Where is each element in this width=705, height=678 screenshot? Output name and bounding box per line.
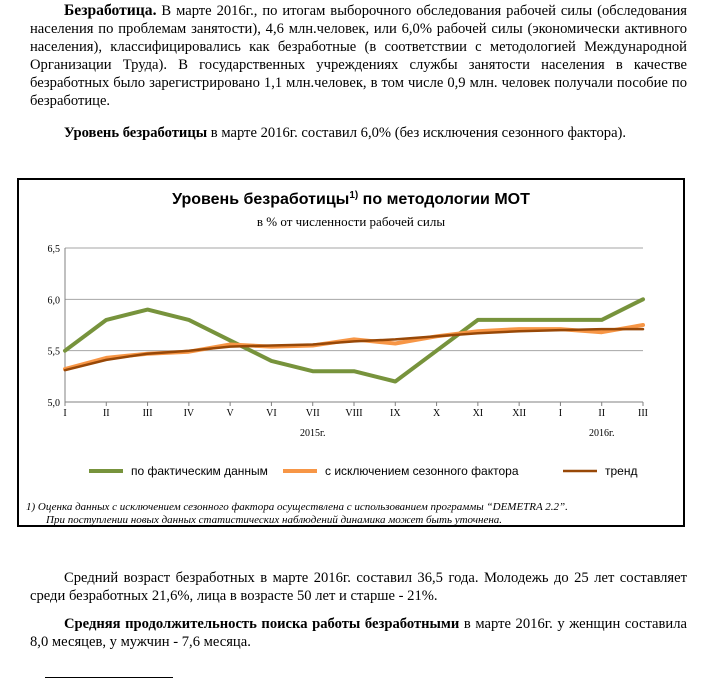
paragraph-job-search-duration: Средняя продолжительность поиска работы … xyxy=(30,615,687,651)
y-tick-label: 6,5 xyxy=(48,244,61,255)
x-tick-label: XI xyxy=(473,408,484,419)
chart-footnote: 1) Оценка данных с исключением сезонного… xyxy=(26,501,676,527)
x-tick-label: IV xyxy=(184,408,195,419)
x-tick-label: I xyxy=(559,408,562,419)
footnote-line: При поступлении новых данных статистичес… xyxy=(46,514,503,526)
legend-label: по фактическим данным xyxy=(131,464,268,478)
paragraph-body: Средний возраст безработных в марте 2016… xyxy=(30,570,687,604)
y-tick-label: 6,0 xyxy=(48,295,61,306)
paragraph-body: в марте 2016г. составил 6,0% (без исключ… xyxy=(207,125,627,141)
series-line xyxy=(63,323,645,372)
paragraph-lead: Уровень безработицы xyxy=(64,125,208,141)
paragraph-lead: Безработица. xyxy=(64,2,157,19)
chart-subtitle: в % от численности рабочей силы xyxy=(257,214,445,229)
x-tick-label: X xyxy=(433,408,441,419)
y-tick-label: 5,5 xyxy=(48,347,61,358)
legend-label: с исключением сезонного фактора xyxy=(325,464,519,478)
x-tick-label: III xyxy=(143,408,153,419)
x-tick-label: V xyxy=(227,408,235,419)
series-line xyxy=(63,327,645,372)
x-tick-label: III xyxy=(638,408,648,419)
year-label: 2016г. xyxy=(589,428,614,439)
x-tick-label: II xyxy=(103,408,110,419)
x-tick-label: VII xyxy=(306,408,320,419)
x-tick-label: VIII xyxy=(345,408,362,419)
series-line xyxy=(63,297,645,384)
year-label: 2015г. xyxy=(300,428,325,439)
legend-label: тренд xyxy=(605,464,637,478)
paragraph-average-age: Средний возраст безработных в марте 2016… xyxy=(30,569,687,605)
plot-area: 5,05,56,06,5I II III IV V VI VII VIII IX X XI XII I I… xyxy=(48,244,649,439)
chart-legend: по фактическим данным с исключением сезон… xyxy=(89,464,637,478)
paragraph-body: В марте 2016г., по итогам выборочного об… xyxy=(30,3,687,109)
paragraph-lead: Средняя продолжительность поиска работы … xyxy=(64,616,460,632)
chart-title: Уровень безработицы1) по методологии МОТ xyxy=(172,190,530,208)
y-tick-label: 5,0 xyxy=(48,398,61,409)
x-tick-label: IX xyxy=(390,408,401,419)
footnote-line: 1) Оценка данных с исключением сезонного… xyxy=(26,501,568,513)
paragraph-unemployment-level: Уровень безработицы в марте 2016г. соста… xyxy=(30,124,687,142)
x-tick-label: I xyxy=(63,408,66,419)
x-tick-label: XII xyxy=(512,408,526,419)
x-tick-label: II xyxy=(598,408,605,419)
chart-frame: Уровень безработицы1) по методологии МОТ… xyxy=(17,178,685,678)
paragraph-body: в марте 2016г. у женщин составила 8,0 ме… xyxy=(30,616,687,650)
unemployment-chart: Уровень безработицы1) по методологии МОТ… xyxy=(48,190,649,478)
x-tick-label: VI xyxy=(266,408,277,419)
paragraph-unemployment-intro: Безработица. В марте 2016г., по итогам в… xyxy=(30,2,687,110)
